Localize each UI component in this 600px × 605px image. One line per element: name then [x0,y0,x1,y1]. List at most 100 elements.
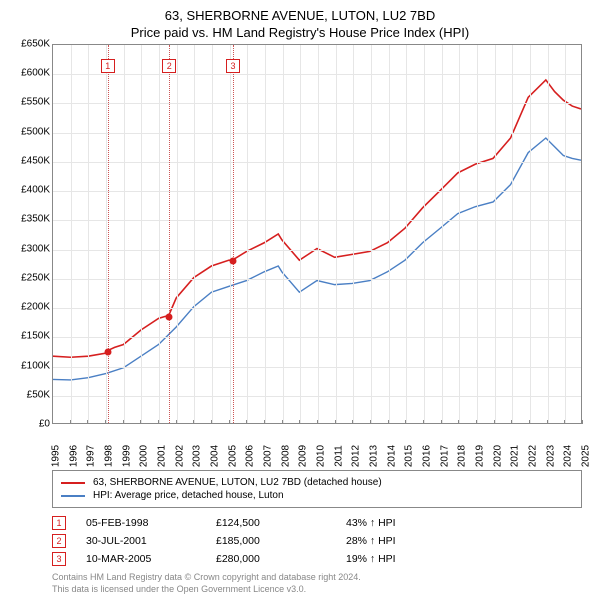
legend-swatch [61,482,85,484]
gridline-vertical [194,45,195,423]
gridline-vertical [177,45,178,423]
legend-label: 63, SHERBORNE AVENUE, LUTON, LU2 7BD (de… [93,477,382,488]
x-tick-label: 1997 [86,445,97,467]
gridline-vertical [565,45,566,423]
sale-point-dot [230,258,237,265]
chart-area: £0£50K£100K£150K£200K£250K£300K£350K£400… [12,44,588,464]
sales-row-price: £185,000 [216,535,346,547]
gridline-vertical [477,45,478,423]
x-tick-label: 2023 [545,445,556,467]
sale-point-dot [104,349,111,356]
x-axis: 1995199619971998199920002001200220032004… [52,424,582,464]
sale-vertical-line [108,45,109,423]
sale-point-dot [166,313,173,320]
gridline-horizontal [53,396,581,397]
x-tick-mark [547,420,548,424]
x-tick-mark [193,420,194,424]
gridline-horizontal [53,74,581,75]
x-tick-label: 2009 [298,445,309,467]
gridline-vertical [124,45,125,423]
title-line-2: Price paid vs. HM Land Registry's House … [12,25,588,40]
legend: 63, SHERBORNE AVENUE, LUTON, LU2 7BD (de… [52,470,582,508]
gridline-vertical [389,45,390,423]
gridline-horizontal [53,133,581,134]
gridline-vertical [265,45,266,423]
sale-number-marker: 3 [226,59,240,73]
x-tick-mark [246,420,247,424]
x-tick-label: 2013 [369,445,380,467]
x-tick-label: 2014 [386,445,397,467]
gridline-horizontal [53,279,581,280]
sales-table: 105-FEB-1998£124,50043% ↑ HPI230-JUL-200… [52,516,582,566]
x-tick-mark [494,420,495,424]
x-tick-mark [405,420,406,424]
sale-vertical-line [169,45,170,423]
x-tick-label: 2019 [475,445,486,467]
x-tick-mark [352,420,353,424]
x-tick-mark [299,420,300,424]
x-tick-label: 2024 [563,445,574,467]
gridline-horizontal [53,250,581,251]
x-tick-label: 2004 [210,445,221,467]
x-tick-label: 2002 [174,445,185,467]
y-tick-label: £500K [21,126,50,137]
y-tick-label: £300K [21,243,50,254]
x-tick-mark [423,420,424,424]
y-tick-label: £200K [21,302,50,313]
x-tick-mark [335,420,336,424]
y-tick-label: £250K [21,272,50,283]
sales-row-hpi-delta: 19% ↑ HPI [346,553,466,565]
gridline-vertical [247,45,248,423]
title-line-1: 63, SHERBORNE AVENUE, LUTON, LU2 7BD [12,8,588,23]
x-tick-label: 1998 [104,445,115,467]
gridline-vertical [283,45,284,423]
series-line-hpi [53,138,581,380]
x-tick-label: 2018 [457,445,468,467]
y-tick-label: £100K [21,360,50,371]
footer: Contains HM Land Registry data © Crown c… [52,572,588,595]
gridline-vertical [88,45,89,423]
x-tick-mark [52,420,53,424]
gridline-horizontal [53,162,581,163]
y-tick-label: £0 [39,419,50,430]
gridline-vertical [212,45,213,423]
gridline-vertical [442,45,443,423]
y-tick-label: £450K [21,155,50,166]
series-line-property [53,80,581,357]
gridline-vertical [495,45,496,423]
sales-table-row: 310-MAR-2005£280,00019% ↑ HPI [52,552,582,566]
x-tick-mark [441,420,442,424]
gridline-horizontal [53,308,581,309]
x-tick-label: 2015 [404,445,415,467]
x-tick-label: 2007 [263,445,274,467]
x-tick-mark [529,420,530,424]
gridline-horizontal [53,191,581,192]
gridline-horizontal [53,220,581,221]
sales-row-date: 30-JUL-2001 [86,535,216,547]
sales-row-hpi-delta: 43% ↑ HPI [346,517,466,529]
x-tick-mark [105,420,106,424]
gridline-vertical [459,45,460,423]
y-tick-label: £50K [27,389,50,400]
x-tick-mark [158,420,159,424]
x-tick-label: 2010 [316,445,327,467]
x-tick-mark [211,420,212,424]
gridline-vertical [300,45,301,423]
legend-label: HPI: Average price, detached house, Luto… [93,490,284,501]
plot-area: 1 2 3 [52,44,582,424]
sale-number-marker: 1 [101,59,115,73]
sale-number-marker: 2 [162,59,176,73]
legend-row: 63, SHERBORNE AVENUE, LUTON, LU2 7BD (de… [61,477,573,488]
x-tick-label: 1996 [68,445,79,467]
sales-row-date: 05-FEB-1998 [86,517,216,529]
x-tick-mark [388,420,389,424]
x-tick-mark [564,420,565,424]
gridline-vertical [353,45,354,423]
y-tick-label: £550K [21,97,50,108]
x-tick-label: 2001 [157,445,168,467]
x-tick-label: 2000 [139,445,150,467]
gridline-horizontal [53,367,581,368]
gridline-vertical [512,45,513,423]
x-tick-label: 2006 [245,445,256,467]
legend-swatch [61,495,85,497]
